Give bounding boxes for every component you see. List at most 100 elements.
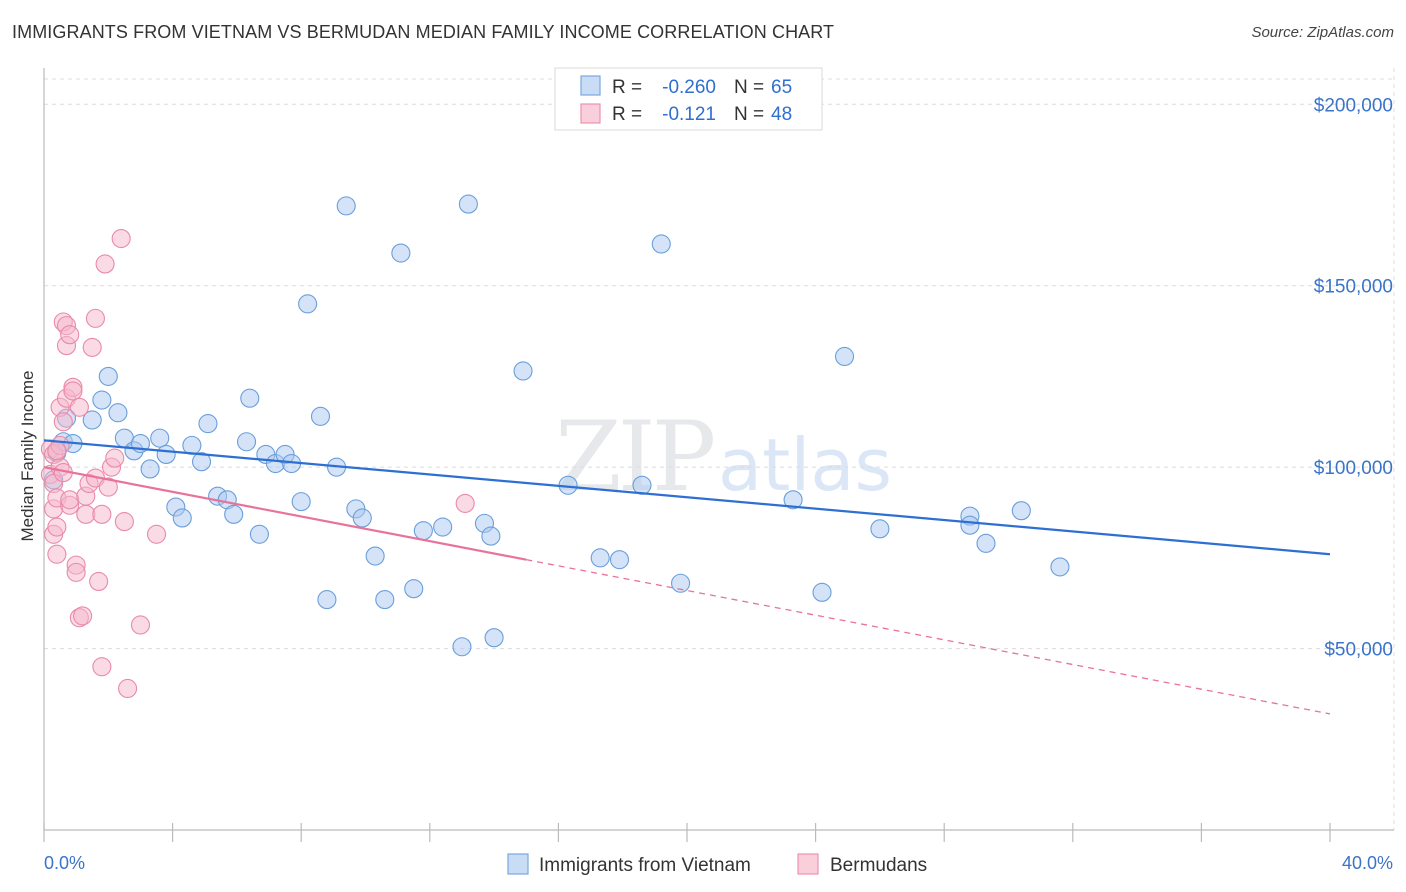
y-tick-label: $200,000 <box>1314 95 1393 116</box>
data-point <box>66 562 86 582</box>
data-point <box>85 308 105 328</box>
data-point <box>433 517 453 537</box>
data-point <box>452 637 472 657</box>
data-point <box>118 678 138 699</box>
data-point <box>249 524 269 544</box>
data-point <box>458 194 478 214</box>
data-point <box>404 579 424 599</box>
data-point <box>191 452 212 472</box>
legend-swatch-bermudans <box>797 853 819 875</box>
stats-n-label-bermudans: N = <box>734 104 764 125</box>
data-point <box>960 515 980 535</box>
data-point <box>484 628 504 648</box>
trend-line-bermudans <box>43 466 527 561</box>
data-point <box>114 512 134 532</box>
data-point <box>391 243 411 263</box>
data-point <box>156 444 176 464</box>
axes <box>43 68 1394 842</box>
y-tick-label: $150,000 <box>1314 277 1393 298</box>
data-point <box>92 504 112 524</box>
data-point <box>130 615 150 635</box>
data-point <box>47 517 67 537</box>
data-point <box>60 325 80 345</box>
data-point <box>60 490 80 510</box>
data-point <box>365 546 385 566</box>
watermark: ZIP atlas <box>555 401 892 513</box>
x-tick-label-min: 0.0% <box>44 853 85 873</box>
legend-label-bermudans: Bermudans <box>830 855 927 876</box>
data-point <box>47 441 67 461</box>
chart-title: IMMIGRANTS FROM VIETNAM VS BERMUDAN MEDI… <box>12 22 835 42</box>
data-point <box>111 228 131 249</box>
data-point <box>298 294 318 314</box>
stats-n-value-vietnam: 65 <box>771 77 792 98</box>
data-point <box>481 526 501 546</box>
data-point <box>82 337 102 357</box>
data-point <box>108 403 128 423</box>
data-point <box>98 477 118 497</box>
data-point <box>92 390 112 410</box>
data-point <box>150 428 170 448</box>
data-point <box>783 490 803 510</box>
data-point <box>336 196 356 216</box>
legend: Immigrants from Vietnam Bermudans <box>507 853 927 876</box>
stats-r-label-bermudans: R = <box>612 104 642 125</box>
data-point <box>513 361 533 381</box>
data-point <box>82 410 102 430</box>
data-point <box>240 388 260 408</box>
data-point <box>976 533 996 553</box>
trend-line-bermudans-extension <box>526 559 1331 715</box>
data-point <box>76 504 96 524</box>
stats-r-label-vietnam: R = <box>612 77 642 98</box>
data-point <box>455 493 475 513</box>
data-point <box>651 234 671 254</box>
stats-swatch-bermudans <box>580 103 601 124</box>
data-point <box>73 606 93 626</box>
y-axis-title: Median Family Income <box>18 370 37 541</box>
trend-line-vietnam <box>43 439 1331 556</box>
legend-swatch-vietnam <box>507 853 529 875</box>
legend-label-vietnam: Immigrants from Vietnam <box>539 855 751 876</box>
x-tick-label-max: 40.0% <box>1342 853 1393 873</box>
data-point <box>89 571 109 591</box>
stats-n-label-vietnam: N = <box>734 77 764 98</box>
trend-lines <box>43 439 1331 715</box>
data-point <box>317 590 337 610</box>
data-point <box>95 254 115 274</box>
data-point <box>609 550 630 570</box>
data-point <box>63 381 83 401</box>
stats-box: R = -0.260 N = 65 R = -0.121 N = 48 <box>554 67 823 131</box>
stats-r-value-vietnam: -0.260 <box>662 77 716 98</box>
data-point <box>224 504 244 524</box>
y-tick-labels: $50,000 $100,000 $150,000 $200,000 <box>1314 95 1393 660</box>
data-point <box>834 346 855 367</box>
data-point <box>291 492 311 512</box>
data-point <box>1011 501 1031 521</box>
series-bermudans-points <box>40 228 475 699</box>
source-credit: Source: ZipAtlas.com <box>1251 24 1394 41</box>
data-point <box>812 582 832 602</box>
data-point <box>590 548 610 568</box>
data-point <box>1050 557 1070 577</box>
data-point <box>92 657 112 677</box>
data-point <box>198 414 218 434</box>
stats-swatch-vietnam <box>580 75 601 96</box>
data-point <box>310 406 331 426</box>
data-point <box>47 544 67 564</box>
x-tick-labels: 0.0% 40.0% <box>44 853 1393 873</box>
data-point <box>53 412 73 432</box>
data-point <box>375 590 395 610</box>
data-point <box>632 475 652 495</box>
y-tick-label: $50,000 <box>1324 640 1393 661</box>
data-point <box>352 508 372 528</box>
data-point <box>671 573 691 593</box>
data-point <box>182 435 202 455</box>
data-point <box>98 366 118 386</box>
data-point <box>870 519 890 539</box>
data-point <box>413 521 433 541</box>
stats-n-value-bermudans: 48 <box>771 104 792 125</box>
watermark-zip: ZIP <box>555 401 714 513</box>
data-point <box>140 459 160 479</box>
y-tick-label: $100,000 <box>1314 458 1393 479</box>
